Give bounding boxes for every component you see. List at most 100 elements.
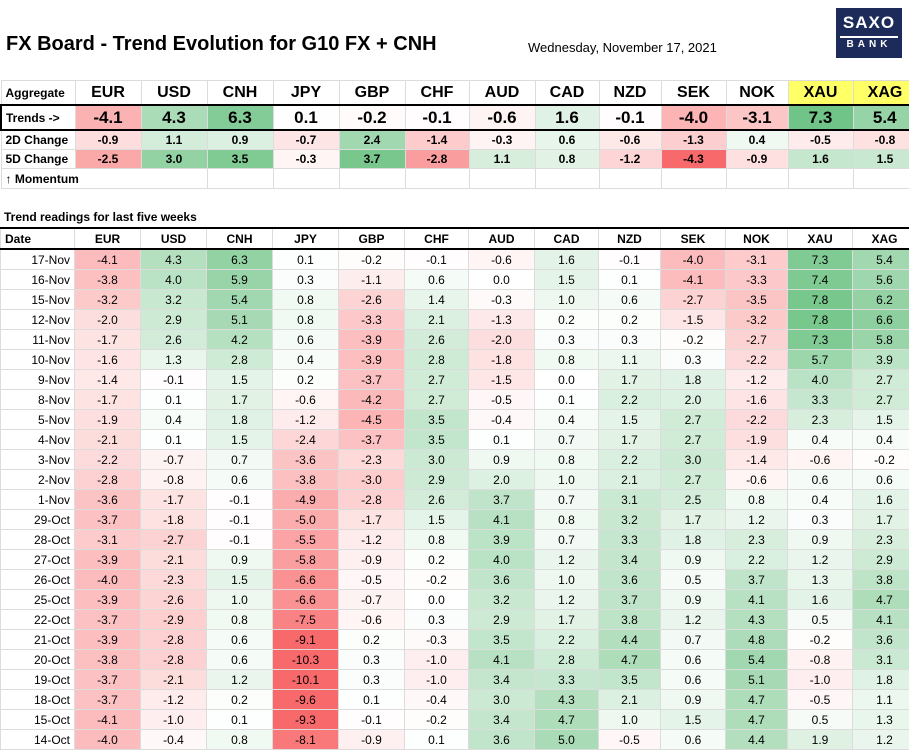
trend-reading: -2.0 [469, 330, 535, 350]
currency-column-header: NOK [726, 228, 788, 249]
trend-reading: 5.9 [207, 270, 273, 290]
empty-cell [726, 169, 788, 189]
change-2d-value: -1.4 [405, 130, 469, 150]
trend-reading: -2.8 [75, 470, 141, 490]
empty-cell [273, 169, 339, 189]
change-5d-value: 3.0 [141, 150, 207, 169]
trend-reading: 2.1 [599, 690, 661, 710]
trend-reading: 0.4 [273, 350, 339, 370]
trend-reading: 0.6 [207, 630, 273, 650]
change-5d-value: -0.9 [726, 150, 788, 169]
trend-reading: 1.7 [207, 390, 273, 410]
empty-cell [339, 169, 405, 189]
trend-reading: -5.8 [273, 550, 339, 570]
date-column-header: Date [1, 228, 75, 249]
trend-reading: 2.8 [405, 350, 469, 370]
trend-reading: -8.1 [273, 730, 339, 750]
trend-reading: 0.0 [469, 270, 535, 290]
trend-reading: -0.6 [788, 450, 853, 470]
trend-reading: -4.5 [339, 410, 405, 430]
row-date: 3-Nov [1, 450, 75, 470]
trend-reading: 0.2 [339, 630, 405, 650]
trend-reading: 1.8 [853, 670, 909, 690]
trend-reading: 1.9 [788, 730, 853, 750]
trend-reading: -1.6 [75, 350, 141, 370]
trend-reading: -2.2 [726, 410, 788, 430]
trend-reading: 0.2 [535, 310, 599, 330]
trend-value: -0.1 [599, 105, 661, 130]
trend-reading: -4.0 [75, 570, 141, 590]
change-5d-value: -0.3 [273, 150, 339, 169]
currency-column-header: CNH [207, 228, 273, 249]
trend-reading: 2.0 [661, 390, 726, 410]
row-date: 20-Oct [1, 650, 75, 670]
trend-reading: -1.2 [141, 690, 207, 710]
currency-header: USD [141, 81, 207, 106]
trend-reading: 3.6 [853, 630, 909, 650]
trend-reading: 0.2 [599, 310, 661, 330]
empty-cell [469, 169, 535, 189]
trend-reading: 2.3 [726, 530, 788, 550]
currency-column-header: GBP [339, 228, 405, 249]
trend-value: -3.1 [726, 105, 788, 130]
change-2d-value: -0.9 [75, 130, 141, 150]
trend-reading: 0.9 [207, 550, 273, 570]
trend-reading: 0.9 [661, 550, 726, 570]
row-date: 27-Oct [1, 550, 75, 570]
trend-reading: 2.6 [405, 330, 469, 350]
trend-reading: 1.6 [535, 249, 599, 270]
trend-reading: -0.6 [726, 470, 788, 490]
trend-value: 1.6 [535, 105, 599, 130]
trend-reading: -0.4 [405, 690, 469, 710]
trend-reading: 4.4 [599, 630, 661, 650]
trend-reading: 1.6 [788, 590, 853, 610]
currency-column-header: AUD [469, 228, 535, 249]
trend-reading: 3.3 [535, 670, 599, 690]
trend-reading: -0.4 [141, 730, 207, 750]
trend-reading: 0.2 [405, 550, 469, 570]
trend-reading: -0.3 [469, 290, 535, 310]
trend-reading: 1.3 [141, 350, 207, 370]
trend-reading: 3.6 [469, 570, 535, 590]
trend-reading: -2.7 [726, 330, 788, 350]
trend-reading: 1.5 [207, 370, 273, 390]
trend-reading: 5.0 [535, 730, 599, 750]
row-date: 2-Nov [1, 470, 75, 490]
trend-value: 5.4 [853, 105, 909, 130]
row-date: 25-Oct [1, 590, 75, 610]
row-date: 12-Nov [1, 310, 75, 330]
trend-reading: -4.1 [661, 270, 726, 290]
trend-reading: -0.1 [599, 249, 661, 270]
trend-reading: -6.6 [273, 570, 339, 590]
trend-reading: 0.9 [788, 530, 853, 550]
trend-reading: 0.8 [726, 490, 788, 510]
trend-reading: -6.6 [273, 590, 339, 610]
trend-reading: 0.9 [661, 690, 726, 710]
trend-reading: 0.6 [405, 270, 469, 290]
trend-reading: 0.7 [207, 450, 273, 470]
change-5d-value: 1.1 [469, 150, 535, 169]
trend-reading: 2.5 [661, 490, 726, 510]
trend-reading: 0.5 [661, 570, 726, 590]
trend-reading: 3.9 [853, 350, 909, 370]
trend-value: -4.1 [75, 105, 141, 130]
trend-reading: 0.9 [469, 450, 535, 470]
trend-reading: 1.5 [207, 430, 273, 450]
change-5d-value: 1.6 [788, 150, 853, 169]
trend-reading: 0.0 [405, 590, 469, 610]
trend-reading: -3.8 [273, 470, 339, 490]
trend-reading: 1.0 [535, 470, 599, 490]
trend-reading: 7.8 [788, 290, 853, 310]
change-2d-value: -0.5 [788, 130, 853, 150]
trend-reading: 1.7 [661, 510, 726, 530]
trend-reading: 2.2 [726, 550, 788, 570]
trend-reading: -3.6 [273, 450, 339, 470]
trends-label: Trends -> [1, 105, 75, 130]
trend-reading: 5.4 [726, 650, 788, 670]
trend-reading: 4.7 [599, 650, 661, 670]
trend-reading: -9.3 [273, 710, 339, 730]
